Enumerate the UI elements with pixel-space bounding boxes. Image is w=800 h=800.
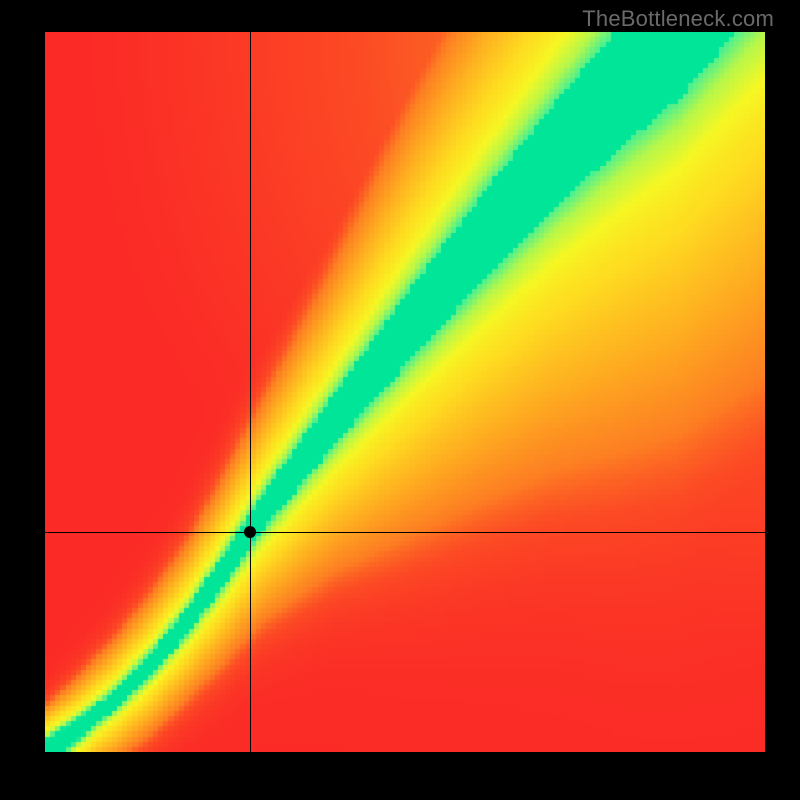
plot-area [45,32,765,752]
chart-container: TheBottleneck.com [0,0,800,800]
crosshair-vertical [250,32,251,752]
watermark-text: TheBottleneck.com [582,6,774,32]
crosshair-horizontal [45,532,765,533]
crosshair-point[interactable] [244,526,256,538]
heatmap-canvas [45,32,765,752]
